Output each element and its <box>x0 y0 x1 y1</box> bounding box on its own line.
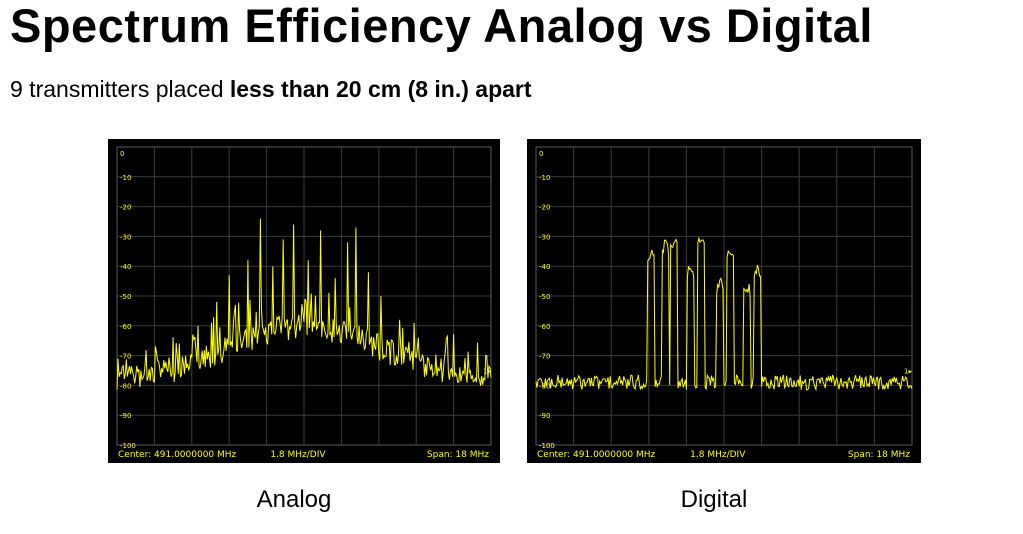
digital-spectrum-svg: 0-10-20-30-40-50-60-70-80-90-1001▸Center… <box>535 146 913 460</box>
subtitle-emphasis: less than 20 cm (8 in.) apart <box>229 76 532 102</box>
y-tick-label: 0 <box>539 150 543 158</box>
spectrum-trace <box>116 218 492 390</box>
page-title: Spectrum Efficiency Analog vs Digital <box>10 0 873 52</box>
span-label: Span: 18 MHz <box>848 450 910 460</box>
y-tick-label: 0 <box>120 150 124 158</box>
y-tick-label: -70 <box>120 353 131 361</box>
y-tick-label: -80 <box>120 382 131 390</box>
y-tick-label: -30 <box>539 233 550 241</box>
y-tick-label: -20 <box>120 204 131 212</box>
y-tick-label: -30 <box>120 233 131 241</box>
y-tick-label: -60 <box>120 323 131 331</box>
y-tick-label: -10 <box>120 174 131 182</box>
analog-caption: Analog <box>256 486 332 513</box>
digital-spectrum-chart: 0 -10 -20 -30 -40 -50 -60 -70 -80 -90 -100 1▸ Center… <box>527 139 921 463</box>
analog-spectrum-svg: 0 -10 -20 -30 -40 -50 -60 -70 -80 -90 -100 1▸ Center… <box>116 146 492 460</box>
y-tick-label: -20 <box>539 204 550 212</box>
y-tick-label: -40 <box>120 263 131 271</box>
y-tick-label: -60 <box>539 323 550 331</box>
y-tick-label: -10 <box>539 174 550 182</box>
digital-caption: Digital <box>680 486 748 513</box>
division-label: 1.8 MHz/DIV <box>690 450 746 460</box>
y-tick-label: -100 <box>539 442 555 450</box>
subtitle-lead: 9 transmitters placed <box>10 76 230 102</box>
y-tick-label: -70 <box>539 353 550 361</box>
y-tick-label: -90 <box>539 412 550 420</box>
marker-label: 1▸ <box>483 367 491 375</box>
span-label: Span: 18 MHz <box>427 450 489 460</box>
center-frequency-label: Center: 491.0000000 MHz <box>118 450 237 460</box>
y-tick-label: -50 <box>539 293 550 301</box>
marker-label: 1▸ <box>904 367 912 375</box>
y-tick-label: -90 <box>120 412 131 420</box>
spectrum-trace <box>535 236 913 392</box>
analog-spectrum-chart: 0 -10 -20 -30 -40 -50 -60 -70 -80 -90 -100 1▸ Center… <box>108 139 500 463</box>
division-label: 1.8 MHz/DIV <box>270 450 326 460</box>
y-tick-label: -50 <box>120 293 131 301</box>
y-tick-label: -40 <box>539 263 550 271</box>
subtitle: 9 transmitters placed less than 20 cm (8… <box>10 76 532 103</box>
center-frequency-label: Center: 491.0000000 MHz <box>537 450 656 460</box>
y-tick-label: -100 <box>120 442 136 450</box>
